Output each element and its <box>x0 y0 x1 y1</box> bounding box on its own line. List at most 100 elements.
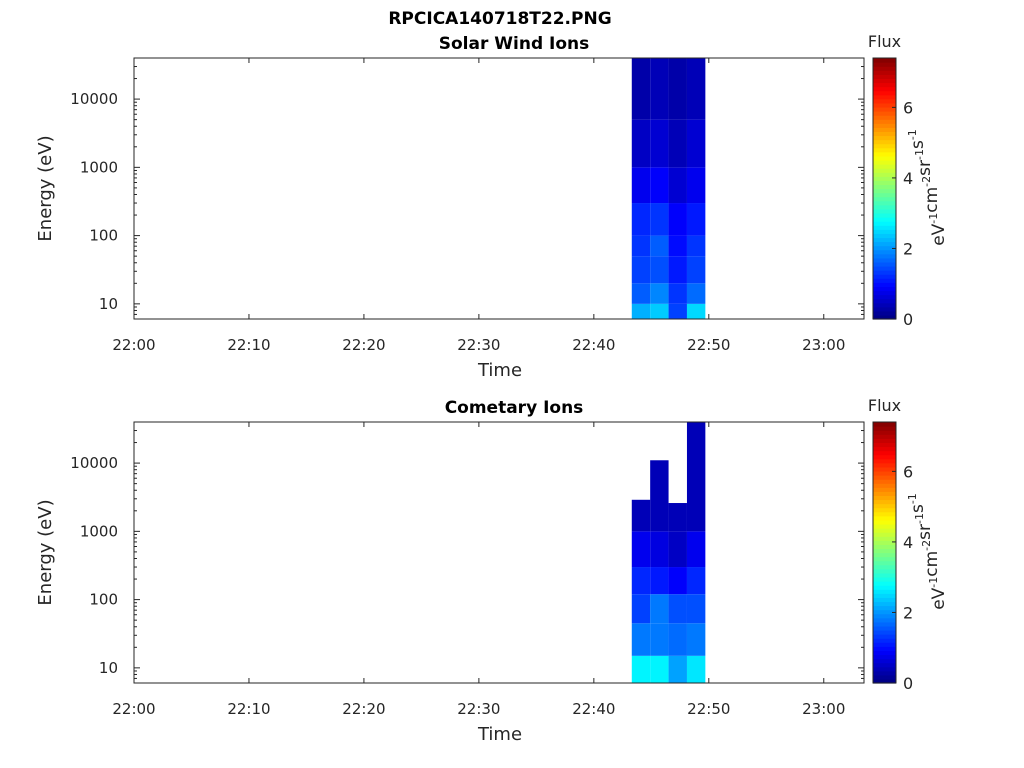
colorbar-segment <box>873 674 896 680</box>
heatmap-cell <box>686 594 706 624</box>
colorbar-segment <box>873 298 896 304</box>
colorbar-segment <box>873 306 896 312</box>
colorbar-segment <box>873 200 896 206</box>
colorbar-segment <box>873 159 896 165</box>
x-axis-label: Time <box>477 360 522 381</box>
figure-title: RPCICA140718T22.PNG <box>388 9 611 29</box>
x-tick-label: 22:50 <box>687 700 730 718</box>
colorbar-segment <box>873 274 896 279</box>
colorbar-segment <box>873 127 896 133</box>
y-tick-label: 1000 <box>80 522 118 540</box>
heatmap-cell <box>686 623 706 656</box>
x-tick-label: 23:00 <box>802 700 845 718</box>
heatmap-cell <box>686 531 706 568</box>
colorbar-segment <box>873 625 896 631</box>
colorbar-tick-label: 2 <box>903 239 913 258</box>
heatmap-cell <box>686 235 706 257</box>
heatmap-cell <box>631 167 651 204</box>
colorbar-unit-label: eV-1cm-2sr-1s-1 <box>906 493 949 610</box>
colorbar-segment <box>873 568 896 574</box>
colorbar-segment <box>873 286 896 292</box>
y-tick-label: 1000 <box>80 158 118 176</box>
colorbar-segment <box>873 82 896 88</box>
y-axis-label: Energy (eV) <box>35 499 56 605</box>
plot-frame <box>133 421 865 684</box>
colorbar-segment <box>873 74 896 79</box>
colorbar-segment <box>873 544 896 550</box>
colorbar-segment <box>873 650 896 656</box>
colorbar-segment <box>873 204 896 210</box>
colorbar-segment <box>873 86 896 92</box>
colorbar-segment <box>873 192 896 198</box>
colorbar-segment <box>873 196 896 202</box>
colorbar-tick-label: 4 <box>903 169 913 188</box>
colorbar-segment <box>873 188 896 194</box>
heatmap-cell <box>668 167 687 204</box>
heatmap-cell <box>631 119 651 168</box>
colorbar-segment <box>873 172 896 177</box>
colorbar-segment <box>873 257 896 263</box>
colorbar-segment <box>873 102 896 108</box>
colorbar-segment <box>873 98 896 104</box>
x-tick-label: 22:00 <box>112 700 155 718</box>
heatmap-cell <box>631 283 651 304</box>
colorbar-segment <box>873 221 896 226</box>
heatmap-cell <box>650 58 669 120</box>
colorbar-segment <box>873 621 896 627</box>
heatmap-cell <box>668 303 687 319</box>
heatmap-cell <box>631 256 651 284</box>
heatmap-cell <box>650 623 669 656</box>
y-tick-label: 100 <box>89 227 118 245</box>
colorbar-segment <box>873 605 896 611</box>
colorbar-segment <box>873 658 896 664</box>
colorbar-segment <box>873 426 896 431</box>
colorbar-segment <box>873 597 896 603</box>
heatmap-cell <box>631 567 651 595</box>
colorbar-segment <box>873 245 896 251</box>
x-tick-label: 22:40 <box>572 336 615 354</box>
colorbar-frame <box>872 421 897 684</box>
colorbar-segment <box>873 143 896 149</box>
colorbar-segment <box>873 184 896 190</box>
colorbar-segment <box>873 217 896 222</box>
colorbar-segment <box>873 503 896 509</box>
colorbar-segment <box>873 666 896 672</box>
colorbar-segment <box>873 470 896 476</box>
x-axis-label: Time <box>477 724 522 745</box>
panels: Solar Wind Ions 22:00 22:10 22:20 22:30 22:40… <box>35 32 949 745</box>
heatmap-cell <box>650 460 669 532</box>
colorbar-segment <box>873 572 896 578</box>
heatmap-cell <box>631 303 651 319</box>
colorbar-segment <box>873 662 896 668</box>
heatmap-cell <box>668 567 687 595</box>
colorbar-segment <box>873 458 896 464</box>
colorbar-segment <box>873 422 896 427</box>
colorbar-segment <box>873 180 896 186</box>
colorbar-segment <box>873 576 896 582</box>
colorbar-segment <box>873 638 896 643</box>
colorbar-segment <box>873 123 896 128</box>
colorbar-segment <box>873 233 896 239</box>
colorbar-segment <box>873 593 896 598</box>
heatmap-cell <box>650 567 669 595</box>
colorbar-segment <box>873 479 896 484</box>
heatmap-cell <box>631 594 651 624</box>
heatmap-cell <box>686 655 706 683</box>
colorbar-segment <box>873 168 896 173</box>
colorbar-segment <box>873 442 896 448</box>
colorbar-segment <box>873 613 896 619</box>
heatmap-cell <box>650 303 669 319</box>
colorbar-segment <box>873 601 896 607</box>
heatmap-cell <box>686 567 706 595</box>
heatmap-cell <box>631 235 651 257</box>
x-tick-label: 22:40 <box>572 700 615 718</box>
colorbar-segment <box>873 290 896 296</box>
colorbar-segment <box>873 609 896 615</box>
heatmap-cell <box>668 594 687 624</box>
y-tick-label: 10000 <box>70 90 118 108</box>
colorbar-segment <box>873 528 896 533</box>
heatmap-cell <box>686 303 706 319</box>
colorbar-segment <box>873 310 896 316</box>
